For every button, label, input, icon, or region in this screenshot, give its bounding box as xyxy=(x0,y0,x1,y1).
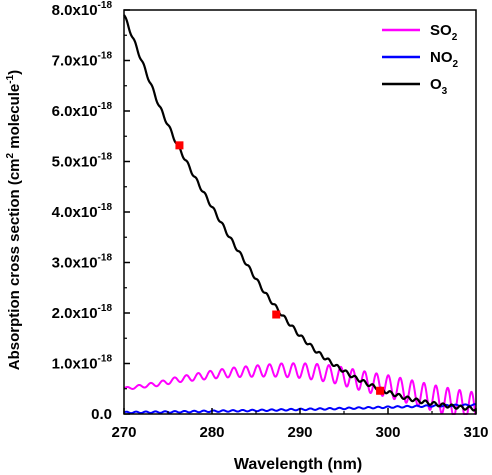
y-tick-label: 7.0x10-18 xyxy=(52,51,113,70)
y-tick-label: 1.0x10-18 xyxy=(52,354,113,373)
y-tick-label: 5.0x10-18 xyxy=(52,152,113,171)
data-marker xyxy=(175,141,184,150)
x-tick-label: 290 xyxy=(287,424,312,441)
legend-label: O3 xyxy=(430,76,448,97)
legend-item-so2: SO2 xyxy=(382,22,458,43)
legend-label: NO2 xyxy=(430,49,459,70)
x-tick-label: 310 xyxy=(463,424,488,441)
marker-layer xyxy=(175,141,385,395)
legend: SO2 NO2 O3 xyxy=(382,22,459,97)
data-marker xyxy=(376,386,385,395)
data-marker xyxy=(272,310,281,319)
legend-item-no2: NO2 xyxy=(382,49,459,70)
axis-layer: 270 280 290 300 310 0.0 1.0x10-18 2.0x10-18 3.0x… xyxy=(52,0,489,441)
y-axis-label: Absorption cross section (cm2 molecule-1… xyxy=(5,70,23,370)
x-tick-label: 280 xyxy=(199,424,224,441)
y-tick-label: 2.0x10-18 xyxy=(52,303,113,322)
x-axis-label: Wavelength (nm) xyxy=(234,456,362,473)
x-tick-label: 270 xyxy=(111,424,136,441)
y-tick-label: 4.0x10-18 xyxy=(52,202,113,221)
series-layer xyxy=(123,14,477,415)
y-tick-label: 0.0 xyxy=(91,406,112,423)
y-tick-label: 6.0x10-18 xyxy=(52,101,113,120)
plot-frame xyxy=(123,9,477,415)
series-line-o3 xyxy=(123,14,477,412)
legend-item-o3: O3 xyxy=(382,76,448,97)
legend-label: SO2 xyxy=(430,22,458,43)
x-tick-label: 300 xyxy=(375,424,400,441)
y-tick-label: 3.0x10-18 xyxy=(52,253,113,272)
y-tick-label: 8.0x10-18 xyxy=(52,0,113,19)
